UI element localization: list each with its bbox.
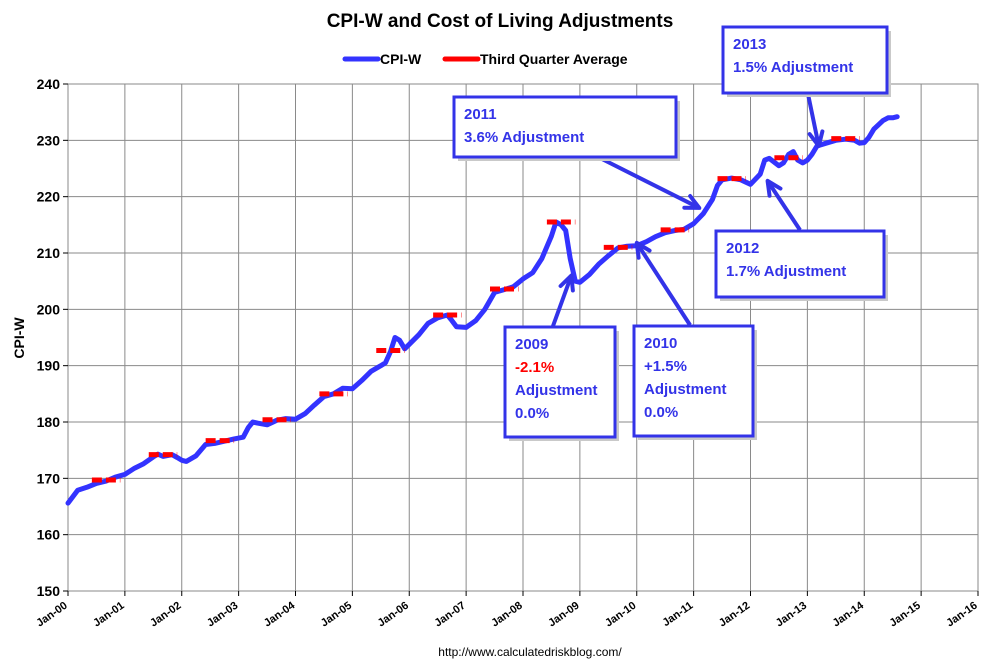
- annotation-text: 2013: [733, 36, 766, 53]
- annotation-arrow: [551, 274, 574, 327]
- y-axis-ticks: 150 160 170 180 190 200 210 220 230 240: [37, 76, 68, 599]
- y-tick-label: 190: [37, 358, 61, 374]
- y-tick-label: 200: [37, 301, 61, 317]
- annotation-text: 0.0%: [644, 404, 678, 421]
- annotation-arrowhead: [634, 240, 652, 260]
- x-tick-label: Jan-00: [34, 600, 69, 630]
- source-url: http://www.calculatedriskblog.com/: [438, 645, 622, 659]
- annotation-text: Adjustment: [515, 382, 598, 399]
- annotation-arrowhead: [682, 194, 702, 210]
- annotation-box: [503, 325, 617, 439]
- annotation-text: +1.5%: [644, 358, 687, 375]
- annotation-text: 2009: [515, 336, 548, 353]
- annotation-text: 2010: [644, 335, 677, 352]
- x-tick-label: Jan-06: [376, 600, 411, 630]
- y-tick-label: 220: [37, 189, 61, 205]
- legend-label-third-quarter: Third Quarter Average: [480, 51, 628, 67]
- y-tick-label: 240: [37, 76, 61, 92]
- x-tick-label: Jan-08: [489, 600, 524, 630]
- annotation-box: [452, 95, 678, 159]
- chart-title: CPI-W and Cost of Living Adjustments: [327, 11, 674, 32]
- x-tick-label: Jan-12: [717, 600, 752, 630]
- x-tick-label: Jan-13: [774, 600, 809, 630]
- annotation-text: 3.6% Adjustment: [464, 129, 584, 146]
- x-tick-label: Jan-05: [319, 600, 354, 630]
- annotations: 2011 3.6% Adjustment 2013 1.5% Adjustment 2…: [452, 25, 891, 441]
- series-cpiw: [65, 114, 900, 506]
- annotation-arrow: [806, 93, 821, 147]
- y-tick-label: 180: [37, 414, 61, 430]
- x-tick-label: Jan-07: [432, 600, 467, 630]
- series-third-quarter-average: [91, 136, 860, 483]
- legend-label-cpiw: CPI-W: [380, 51, 422, 67]
- annotation-arrow: [599, 156, 701, 210]
- x-tick-label: Jan-09: [546, 600, 581, 630]
- annotation-text: 0.0%: [515, 405, 549, 422]
- y-tick-label: 210: [37, 245, 61, 261]
- x-tick-label: Jan-02: [148, 600, 183, 630]
- x-tick-label: Jan-01: [91, 600, 126, 630]
- annotation-arrow: [765, 179, 802, 232]
- annotation-text: Adjustment: [644, 381, 727, 398]
- x-tick-label: Jan-10: [603, 600, 638, 630]
- y-tick-label: 170: [37, 470, 61, 486]
- y-tick-label: 230: [37, 132, 61, 148]
- y-tick-label: 160: [37, 527, 61, 543]
- y-tick-label: 150: [37, 583, 61, 599]
- x-axis-ticks: Jan-00 Jan-01 Jan-02 Jan-03 Jan-04 Jan-05 Jan-…: [34, 591, 980, 630]
- annotation-arrowhead: [807, 129, 825, 148]
- annotation-arrowhead: [558, 273, 575, 293]
- annotation-text: 1.7% Adjustment: [726, 263, 846, 280]
- x-tick-label: Jan-11: [660, 600, 695, 629]
- annotation-arrowhead: [765, 178, 783, 198]
- annotation-box: [714, 229, 886, 299]
- annotation-text: 2012: [726, 240, 759, 257]
- x-tick-label: Jan-16: [944, 600, 979, 630]
- x-tick-label: Jan-14: [831, 599, 867, 629]
- annotation-arrow: [635, 241, 692, 327]
- x-tick-label: Jan-04: [262, 599, 298, 629]
- annotation-text: -2.1%: [515, 359, 554, 376]
- annotation-text: 2011: [464, 106, 497, 123]
- annotation-text: 1.5% Adjustment: [733, 59, 853, 76]
- x-tick-label: Jan-15: [887, 600, 922, 630]
- cpiw-line: [65, 114, 900, 506]
- legend: CPI-W Third Quarter Average: [342, 51, 628, 67]
- annotation-box: [632, 324, 755, 438]
- x-tick-label: Jan-03: [205, 600, 240, 630]
- y-axis-label: CPI-W: [11, 317, 27, 359]
- annotation-box: [721, 25, 889, 95]
